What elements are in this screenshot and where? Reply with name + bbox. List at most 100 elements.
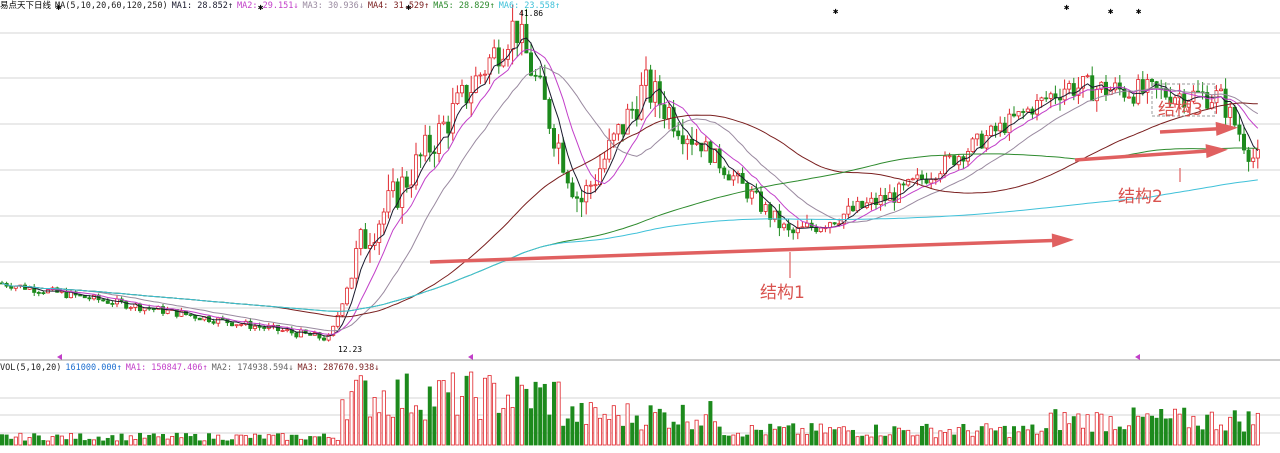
candle-body: [795, 227, 800, 234]
vol-value: 161000.000↑: [65, 363, 122, 373]
volume-bar: [846, 430, 851, 446]
candle-body: [947, 155, 952, 158]
candle-body: [1081, 76, 1086, 89]
volume-bar: [920, 425, 925, 446]
volume-bar: [50, 436, 55, 446]
volume-bar: [409, 412, 414, 446]
volume-bar: [1219, 424, 1224, 446]
volume-bar: [671, 421, 676, 446]
candle-body: [676, 130, 681, 137]
candle-body: [78, 294, 83, 297]
volume-bar: [731, 434, 736, 446]
scroll-marker: [57, 354, 62, 360]
candle-body: [975, 133, 980, 140]
structure1-label: 结构1: [760, 283, 805, 303]
volume-bar: [317, 436, 322, 446]
event-marker: ✱: [1064, 3, 1070, 13]
volume-bar: [390, 416, 395, 446]
volume-bar: [556, 381, 561, 446]
volume-bar: [952, 434, 957, 446]
candle-body: [427, 134, 432, 153]
volume-bar: [13, 436, 18, 446]
volume-bar: [841, 426, 846, 446]
volume-bar: [160, 434, 165, 446]
volume-bar: [892, 426, 897, 446]
volume-bar: [667, 427, 672, 446]
candle-body: [855, 200, 860, 212]
high-price-label: 41.86: [519, 9, 544, 18]
volume-bar: [680, 404, 685, 446]
candle-body: [1122, 88, 1127, 98]
volume-bar: [869, 436, 874, 446]
volume-bar: [584, 423, 589, 446]
volume-bar: [174, 432, 179, 446]
candle-body: [694, 142, 699, 145]
volume-bar: [717, 426, 722, 446]
candle-body: [1140, 79, 1145, 93]
volume-bar: [501, 407, 506, 446]
candle-body: [570, 182, 575, 198]
candle-body: [1035, 100, 1040, 115]
candle-body: [1150, 79, 1155, 83]
volume-bar: [367, 416, 372, 446]
candle-body: [1016, 111, 1021, 117]
candle-body: [193, 314, 198, 319]
volume-bar: [128, 435, 133, 446]
candle-body: [639, 84, 644, 120]
candle-body: [575, 196, 580, 199]
volume-bar: [598, 417, 603, 446]
candle-body: [699, 142, 704, 152]
volume-bar: [768, 423, 773, 446]
volume-bar: [252, 433, 257, 446]
volume-bar: [344, 419, 349, 446]
candle-body: [464, 84, 469, 104]
event-marker: ✱: [258, 3, 264, 13]
volume-bar: [413, 405, 418, 446]
volume-bar: [1071, 416, 1076, 446]
candle-body: [234, 324, 239, 327]
candle-body: [188, 314, 193, 316]
volume-bar: [1163, 418, 1168, 446]
vol-ma1-value: MA1: 150847.406↑: [125, 363, 208, 373]
candle-body: [1090, 75, 1095, 102]
volume-bar: [1113, 429, 1118, 446]
volume-bar: [193, 433, 198, 446]
volume-bar: [832, 429, 837, 446]
volume-bar: [639, 429, 644, 446]
volume-bar: [96, 436, 101, 446]
candle-body: [1168, 96, 1173, 105]
volume-bar: [1002, 425, 1007, 446]
volume-bar: [285, 439, 290, 446]
volume-bar: [1062, 412, 1067, 446]
candle-body: [588, 184, 593, 187]
candle-body: [901, 183, 906, 186]
candle-body: [786, 223, 791, 231]
volume-bar: [759, 429, 764, 446]
volume-bar: [915, 434, 920, 446]
volume-bar: [989, 428, 994, 446]
candle-body: [906, 179, 911, 186]
candle-body: [446, 121, 451, 134]
volume-bar: [593, 407, 598, 446]
volume-bar: [115, 440, 120, 446]
volume-bar: [487, 375, 492, 446]
volume-bar: [220, 439, 225, 446]
candle-body: [160, 306, 165, 314]
candle-body: [621, 124, 626, 135]
candle-body: [395, 181, 400, 208]
candle-body: [832, 222, 837, 225]
candle-body: [363, 229, 368, 249]
volume-bar: [823, 432, 828, 446]
volume-bar: [243, 435, 248, 446]
volume-bar: [1223, 430, 1228, 446]
volume-bar: [703, 414, 708, 446]
volume-bar: [708, 401, 713, 446]
candle-body: [533, 74, 538, 77]
volume-bar: [699, 425, 704, 446]
candle-body: [1219, 88, 1224, 92]
volume-bar: [450, 372, 455, 446]
event-marker: ✱: [833, 7, 839, 17]
volume-bar: [1173, 408, 1178, 446]
candle-body: [1232, 106, 1237, 126]
candle-body: [616, 124, 621, 135]
